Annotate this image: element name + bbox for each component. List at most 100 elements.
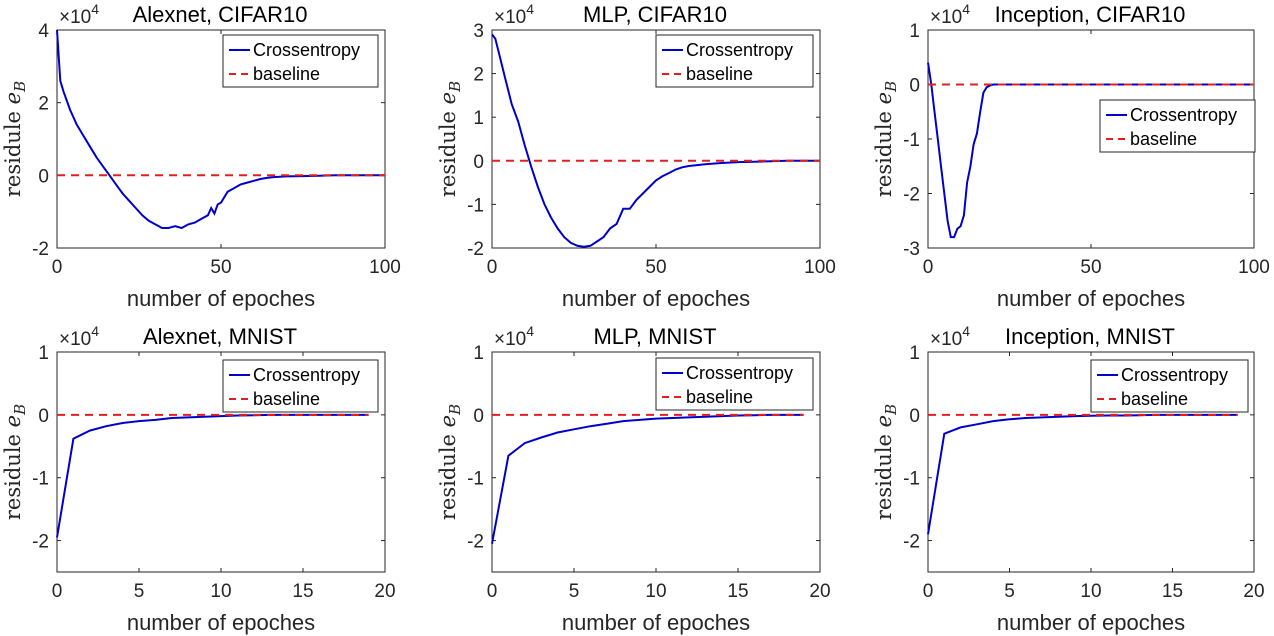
y-axis-label-variable: e [872, 92, 896, 104]
y-axis-label-subscript: B [882, 81, 900, 93]
axis-exponent-base: ×10 [59, 7, 91, 28]
y-axis-label-text: residule [872, 104, 896, 197]
y-axis-label-variable: e [1, 415, 25, 427]
axis-exponent-label: ×104 [59, 323, 99, 350]
x-tick-label: 10 [210, 581, 231, 602]
y-tick-label: -1 [467, 469, 484, 490]
x-tick-label: 15 [292, 581, 313, 602]
x-tick-label: 15 [1162, 581, 1183, 602]
x-axis-label: number of epoches [562, 610, 750, 635]
chart-title: MLP, CIFAR10 [583, 2, 727, 27]
axis-exponent-label: ×104 [930, 323, 970, 350]
chart-panel-2: 0 50 100 -2 -1 0 1 2 3 ×104 MLP, CIFAR10 number of … [436, 1, 836, 311]
x-tick-label: 0 [487, 581, 498, 602]
x-tick-label: 10 [645, 581, 666, 602]
legend-box [655, 34, 814, 88]
y-tick-label: 3 [473, 21, 484, 42]
x-axis-label: number of epoches [127, 286, 315, 311]
y-tick-label: 1 [473, 108, 484, 129]
legend: Crossentropy baseline [222, 34, 379, 88]
y-tick-label: 1 [909, 21, 920, 42]
x-axis-label: number of epoches [562, 286, 750, 311]
crossentropy-series-line [56, 29, 385, 230]
legend-label-crossentropy: Crossentropy [1121, 365, 1228, 385]
chart-title: Alexnet, MNIST [143, 324, 297, 349]
x-tick-label: 50 [1080, 257, 1101, 278]
y-axis-label-text: residule [1, 104, 25, 197]
y-tick-label: -2 [32, 532, 49, 553]
axis-exponent-base: ×10 [59, 329, 91, 350]
y-axis-label: residule eB [436, 81, 464, 197]
y-tick-label: 0 [473, 152, 484, 173]
axis-exponent-label: ×104 [494, 1, 534, 28]
y-tick-label: 0 [909, 76, 920, 97]
crossentropy-series-line [927, 62, 1254, 239]
x-tick-label: 100 [804, 257, 836, 278]
x-tick-label: 50 [210, 257, 231, 278]
legend-box [1099, 99, 1256, 153]
y-axis-label-variable: e [872, 415, 896, 427]
axis-exponent-label: ×104 [930, 1, 970, 28]
y-axis-label-variable: e [436, 92, 460, 104]
legend-box [222, 34, 379, 88]
axis-exponent-power: 4 [962, 323, 970, 339]
x-tick-label: 0 [487, 257, 498, 278]
y-tick-label: -3 [903, 239, 920, 260]
y-tick-label: 2 [473, 65, 484, 86]
y-axis-label: residule eB [436, 404, 464, 520]
legend-label-baseline: baseline [686, 64, 753, 84]
y-axis-label-text: residule [1, 427, 25, 520]
legend: Crossentropy baseline [1099, 99, 1256, 153]
y-axis-label-subscript: B [11, 81, 29, 93]
y-axis-label-subscript: B [446, 81, 464, 93]
y-tick-label: -2 [32, 239, 49, 260]
chart-title: MLP, MNIST [593, 324, 716, 349]
x-tick-label: 5 [569, 581, 580, 602]
legend-label-crossentropy: Crossentropy [1130, 105, 1237, 125]
legend: Crossentropy baseline [222, 359, 379, 413]
legend-label-baseline: baseline [253, 389, 320, 409]
crossentropy-series-line [491, 33, 820, 248]
x-tick-label: 5 [1004, 581, 1015, 602]
legend-label-baseline: baseline [1130, 129, 1197, 149]
y-tick-label: -2 [467, 239, 484, 260]
x-tick-label: 0 [923, 257, 934, 278]
legend-label-crossentropy: Crossentropy [253, 40, 360, 60]
y-axis-label-subscript: B [882, 404, 900, 416]
axis-exponent-label: ×104 [494, 323, 534, 350]
x-axis-label: number of epoches [127, 610, 315, 635]
x-tick-label: 20 [374, 581, 395, 602]
y-axis-label-text: residule [872, 427, 896, 520]
chart-title: Inception, MNIST [1005, 324, 1175, 349]
legend-label-baseline: baseline [1121, 389, 1188, 409]
y-axis-label: residule eB [872, 404, 900, 520]
legend-label-crossentropy: Crossentropy [253, 365, 360, 385]
legend-label-crossentropy: Crossentropy [686, 40, 793, 60]
chart-title: Alexnet, CIFAR10 [133, 2, 308, 27]
x-axis-label: number of epoches [997, 286, 1185, 311]
y-axis-label-variable: e [436, 415, 460, 427]
chart-panel-4: 0 5 10 15 20 -2 -1 0 1 ×104 Alexnet, MNIST number o… [1, 323, 396, 635]
axis-exponent-base: ×10 [930, 329, 962, 350]
y-tick-label: -1 [467, 195, 484, 216]
chart-panel-3: 0 50 100 -3 -2 -1 0 1 ×104 Inception, CIFAR10 numb… [872, 1, 1270, 311]
y-tick-label: 1 [38, 343, 49, 364]
x-tick-label: 10 [1080, 581, 1101, 602]
legend-label-crossentropy: Crossentropy [686, 363, 793, 383]
axis-exponent-label: ×104 [59, 1, 99, 28]
y-tick-label: 4 [38, 21, 49, 42]
legend: Crossentropy baseline [655, 357, 814, 411]
y-tick-label: -2 [903, 532, 920, 553]
x-tick-label: 100 [1238, 257, 1270, 278]
y-tick-label: 0 [38, 406, 49, 427]
y-axis-label-text: residule [436, 104, 460, 197]
legend-box [222, 359, 379, 413]
y-axis-label-variable: e [1, 92, 25, 104]
axis-exponent-power: 4 [526, 323, 534, 339]
x-tick-label: 0 [923, 581, 934, 602]
legend: Crossentropy baseline [655, 34, 814, 88]
x-tick-label: 0 [52, 257, 63, 278]
legend-label-baseline: baseline [253, 64, 320, 84]
